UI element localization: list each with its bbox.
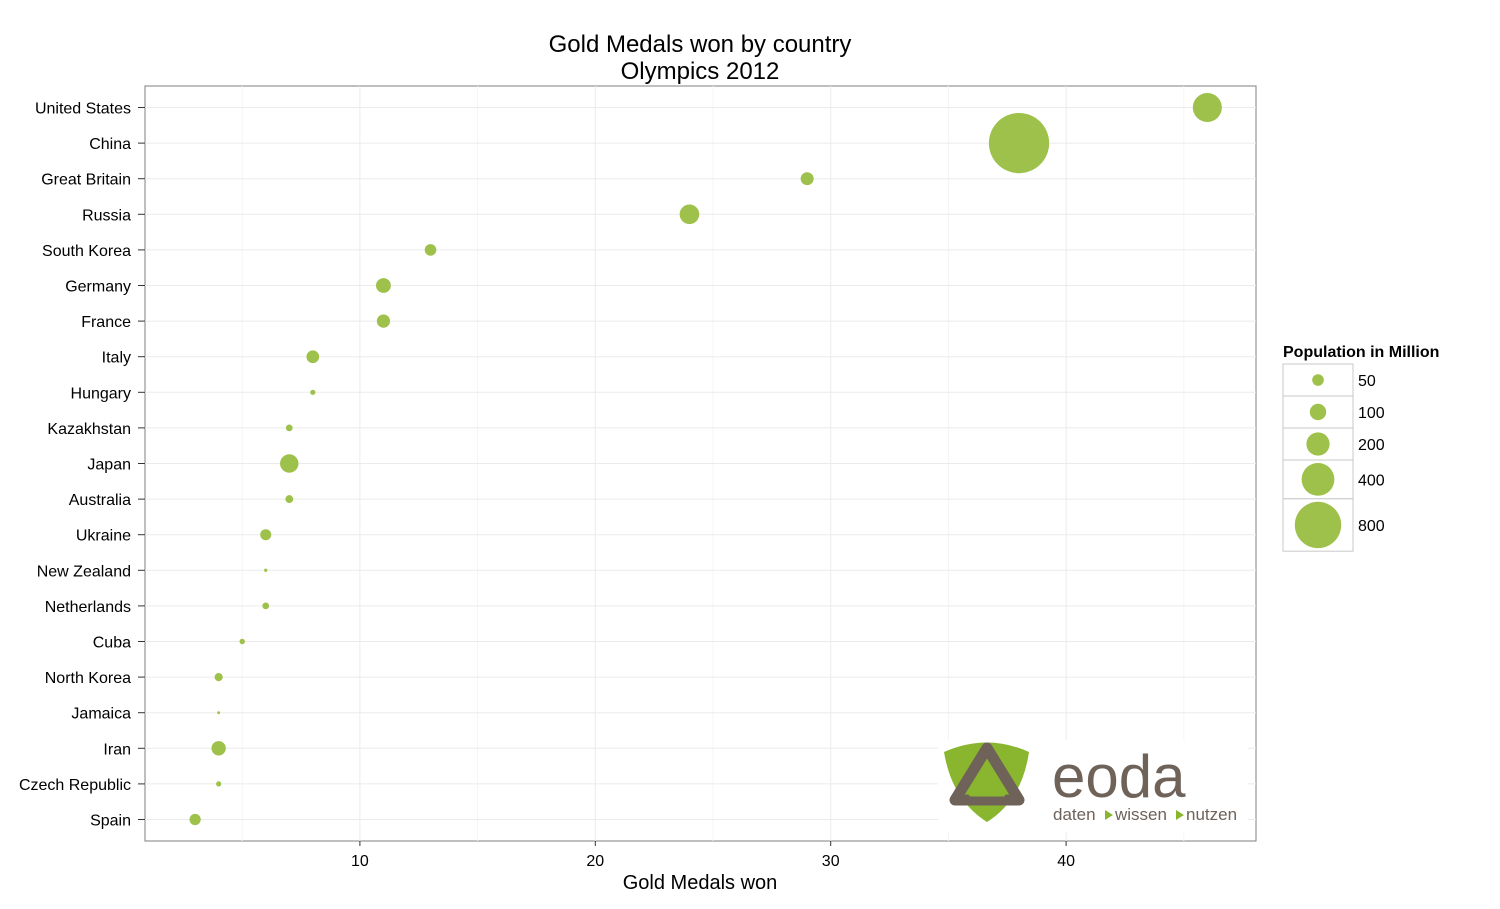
data-point xyxy=(262,602,270,610)
y-tick-label: Cuba xyxy=(93,635,131,652)
legend-key-circle xyxy=(1312,374,1324,386)
y-tick-label: Jamaica xyxy=(71,706,131,723)
y-tick-label: Kazakhstan xyxy=(47,421,131,438)
data-point xyxy=(1192,92,1222,123)
y-tick-label: Germany xyxy=(65,279,131,296)
arrow-icon xyxy=(1176,810,1184,820)
y-tick-label: Australia xyxy=(69,492,131,509)
chart-title: Gold Medals won by country xyxy=(549,31,852,58)
logo-tagline-word-3: nutzen xyxy=(1186,805,1237,824)
data-point xyxy=(239,638,245,645)
y-tick-label: Netherlands xyxy=(45,599,131,616)
legend-key-circle xyxy=(1306,432,1330,456)
y-axis: United States China Great Britain Russia Sou… xyxy=(19,101,145,830)
logo-brand-text: eoda xyxy=(1052,743,1186,810)
logo-tagline-word-2: wissen xyxy=(1114,805,1167,824)
grid-lines xyxy=(145,86,1256,841)
data-point xyxy=(260,529,272,541)
y-tick-label: Russia xyxy=(82,207,131,224)
y-tick-label: Spain xyxy=(90,813,131,830)
data-point xyxy=(679,204,700,225)
data-point xyxy=(310,389,316,395)
y-tick-label: United States xyxy=(35,101,131,118)
x-tick-label: 10 xyxy=(351,853,369,870)
arrow-icon xyxy=(1105,810,1113,820)
data-point xyxy=(285,424,293,432)
legend-key-label: 100 xyxy=(1358,405,1385,422)
y-tick-label: New Zealand xyxy=(37,563,131,580)
y-tick-label: Italy xyxy=(102,350,131,367)
data-point xyxy=(214,673,223,682)
y-tick-label: Ukraine xyxy=(76,528,131,545)
legend-key-label: 200 xyxy=(1358,437,1385,454)
data-point xyxy=(280,454,299,473)
data-points xyxy=(189,92,1222,826)
data-point xyxy=(306,350,320,364)
y-tick-label: Iran xyxy=(103,741,131,758)
legend-key-label: 800 xyxy=(1358,518,1385,535)
legend-key-circle xyxy=(1309,403,1327,421)
legend-key-label: 400 xyxy=(1358,472,1385,489)
y-tick-label: China xyxy=(89,136,131,153)
data-point xyxy=(376,278,391,293)
y-tick-label: Czech Republic xyxy=(19,777,131,794)
data-point xyxy=(988,112,1050,174)
x-tick-label: 30 xyxy=(822,853,840,870)
y-tick-label: Japan xyxy=(87,457,131,474)
data-point xyxy=(217,711,221,715)
x-axis-title: Gold Medals won xyxy=(623,872,778,894)
y-tick-label: South Korea xyxy=(42,243,131,260)
x-tick-label: 40 xyxy=(1057,853,1075,870)
size-legend: Population in Million 50 100 200 400 800 xyxy=(1282,344,1439,552)
legend-key-label: 50 xyxy=(1358,373,1376,390)
logo-tagline-word-1: daten xyxy=(1053,805,1096,824)
data-point xyxy=(216,781,222,787)
logo-triangle-icon xyxy=(949,742,1025,806)
legend-key-circle xyxy=(1301,463,1335,496)
y-tick-label: France xyxy=(81,314,131,331)
x-tick-label: 20 xyxy=(586,853,604,870)
y-tick-label: Great Britain xyxy=(41,172,131,189)
data-point xyxy=(424,244,437,256)
y-tick-label: Hungary xyxy=(71,385,131,402)
data-point xyxy=(376,314,391,328)
legend-title: Population in Million xyxy=(1283,344,1439,361)
data-point xyxy=(264,568,268,572)
legend-key-circle xyxy=(1294,501,1342,549)
eoda-logo: eoda daten wissen nutzen xyxy=(938,740,1248,832)
data-point xyxy=(800,172,814,186)
x-axis: 10 20 30 40 xyxy=(351,841,1075,870)
chart-subtitle: Olympics 2012 xyxy=(621,58,780,85)
y-tick-label: North Korea xyxy=(45,670,131,687)
data-point xyxy=(189,813,201,826)
data-point xyxy=(211,741,226,756)
data-point xyxy=(285,495,294,504)
